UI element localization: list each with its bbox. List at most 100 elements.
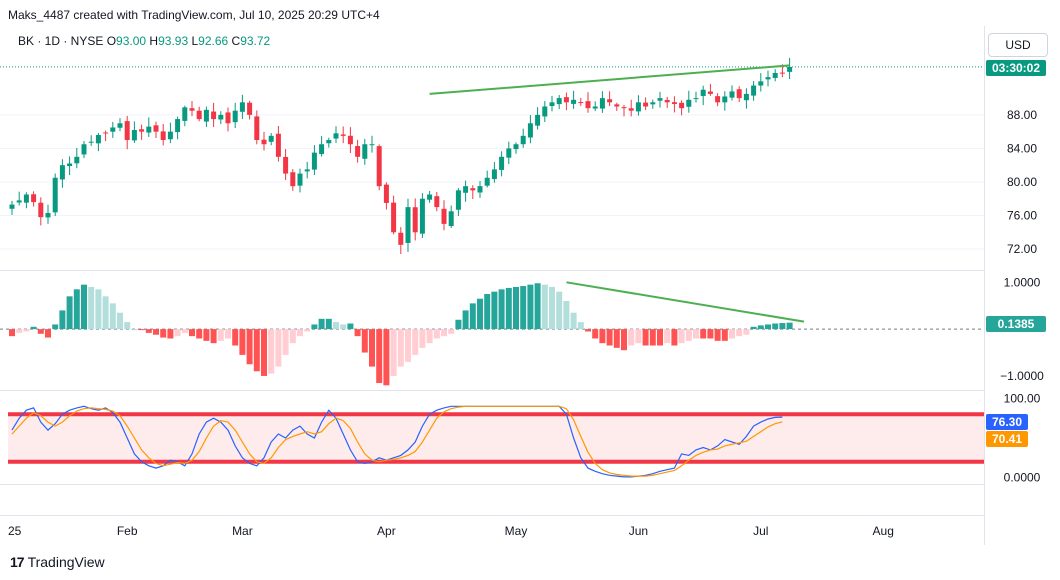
time-tick-label: 25 xyxy=(8,524,22,538)
candle-body xyxy=(167,131,173,140)
histogram-tick-label: −1.0000 xyxy=(1000,369,1044,383)
histogram-bar xyxy=(729,329,735,339)
candle-body xyxy=(571,99,577,104)
candle-body xyxy=(74,156,80,164)
chart-caption: Maks_4487 created with TradingView.com, … xyxy=(8,8,380,22)
candle-body xyxy=(621,107,627,109)
candle-body xyxy=(211,111,217,120)
histogram-bar xyxy=(354,329,361,337)
candle-body xyxy=(268,135,274,142)
candle-body xyxy=(484,177,490,186)
candle-body xyxy=(556,98,562,105)
stoch-tick-label: 0.0000 xyxy=(1004,471,1041,485)
histogram-bar xyxy=(736,329,743,337)
histogram-bar xyxy=(210,329,217,344)
histogram-bar xyxy=(534,283,541,330)
currency-button[interactable]: USD xyxy=(988,33,1048,57)
candle-body xyxy=(448,211,454,226)
candle-body xyxy=(585,101,591,109)
candle-body xyxy=(607,99,613,103)
histogram-bar xyxy=(664,329,671,344)
histogram-bar xyxy=(102,296,109,330)
histogram-bar xyxy=(189,329,195,337)
candle-body xyxy=(297,173,303,186)
histogram-bar xyxy=(246,329,253,365)
histogram-bar xyxy=(261,329,267,376)
candle-body xyxy=(578,102,584,104)
histogram-bar xyxy=(225,329,231,339)
histogram-bar xyxy=(131,329,138,331)
histogram-bar xyxy=(455,319,462,330)
candle-body xyxy=(765,77,771,80)
candle-body xyxy=(182,107,188,121)
histogram-bar xyxy=(700,329,707,339)
histogram-bar xyxy=(649,329,656,346)
candle-body xyxy=(779,72,785,74)
candle-body xyxy=(635,102,641,112)
low-label: L xyxy=(191,34,199,48)
candle-body xyxy=(304,169,310,172)
candle-body xyxy=(657,98,663,101)
histogram-bar xyxy=(772,323,779,330)
candle-body xyxy=(146,126,152,133)
candle-body xyxy=(664,99,670,103)
histogram-bar xyxy=(642,329,649,346)
candle-body xyxy=(131,129,137,141)
candle-body xyxy=(369,144,375,146)
candle-body xyxy=(160,131,166,141)
time-tick-label: Jun xyxy=(629,524,648,538)
candle-body xyxy=(398,232,404,245)
candle-body xyxy=(491,169,497,180)
candle-body xyxy=(124,121,130,141)
candle-body xyxy=(38,202,44,218)
histogram-value-tag: 0.1385 xyxy=(986,316,1046,332)
stoch-tick-label: 100.00 xyxy=(1004,391,1041,405)
candle-body xyxy=(67,163,73,167)
candle-body xyxy=(751,85,757,96)
histogram-bar xyxy=(289,329,296,344)
histogram-bar xyxy=(397,329,404,367)
symbol-label[interactable]: BK · 1D · NYSE xyxy=(18,34,104,48)
histogram-bar xyxy=(95,289,102,330)
candle-body xyxy=(412,207,418,233)
histogram-bar xyxy=(462,310,469,330)
time-tick-label: Mar xyxy=(232,524,253,538)
brand-name: TradingView xyxy=(27,554,105,570)
candle-body xyxy=(139,129,145,132)
candle-body xyxy=(715,96,721,103)
histogram-bar xyxy=(484,294,491,330)
candle-body xyxy=(455,190,461,210)
symbol-legend: BK · 1D · NYSE O93.00 H93.93 L92.66 C93.… xyxy=(18,34,270,48)
price-tick-label: 80.00 xyxy=(1007,175,1037,189)
histogram-bar xyxy=(441,329,447,337)
candle-body xyxy=(563,97,569,103)
tradingview-brand[interactable]: 17 TradingView xyxy=(10,554,105,570)
open-value: 93.00 xyxy=(116,34,147,48)
histogram-tick-label: 1.0000 xyxy=(1004,275,1041,289)
time-tick-label: Jul xyxy=(753,524,768,538)
candle-body xyxy=(347,135,353,145)
stoch-d-line xyxy=(11,405,783,477)
candle-body xyxy=(542,106,548,117)
candle-body xyxy=(88,141,94,143)
candle-body xyxy=(362,144,368,159)
high-value: 93.93 xyxy=(158,34,189,48)
candle-body xyxy=(232,110,238,123)
histogram-bar xyxy=(311,324,318,330)
histogram-bar xyxy=(181,329,188,333)
candle-body xyxy=(405,207,411,243)
histogram-bar xyxy=(786,322,793,330)
tradingview-logo-icon: 17 xyxy=(10,554,25,570)
candle-body xyxy=(110,127,116,132)
candle-body xyxy=(535,114,541,126)
histogram-bar xyxy=(549,286,555,330)
close-label: C xyxy=(231,34,241,48)
histogram-bar xyxy=(520,286,527,330)
histogram-bar xyxy=(347,323,354,330)
countdown-tag: 03:30:02 xyxy=(986,60,1046,76)
close-value: 93.72 xyxy=(240,34,271,48)
candle-body xyxy=(52,177,58,213)
histogram-bar xyxy=(23,329,30,332)
price-trendline xyxy=(429,64,790,95)
